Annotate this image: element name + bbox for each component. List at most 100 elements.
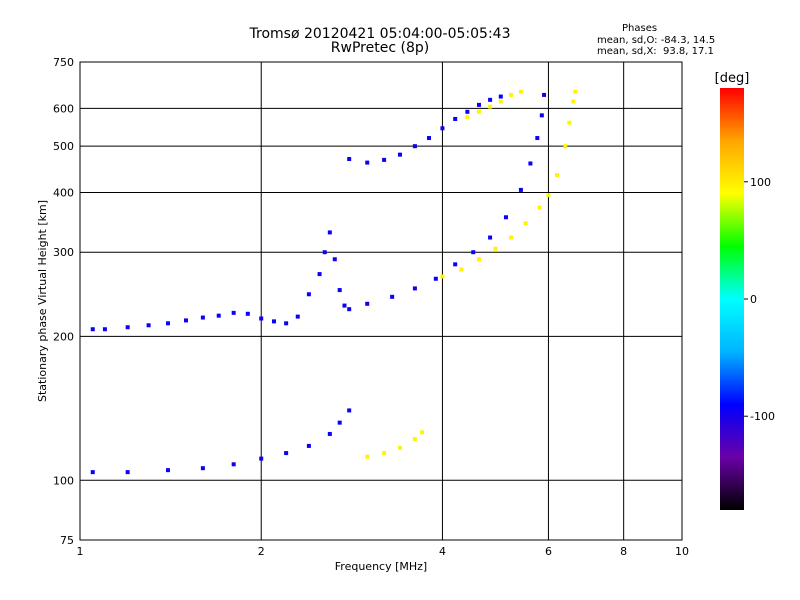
data-point bbox=[571, 99, 576, 104]
data-point bbox=[382, 157, 387, 162]
x-axis-label: Frequency [MHz] bbox=[335, 560, 427, 573]
y-axis: 75 100 200 300 400 500 600 750 bbox=[53, 56, 74, 547]
data-point bbox=[146, 323, 151, 328]
data-point bbox=[337, 288, 342, 293]
data-point bbox=[528, 161, 533, 166]
data-point bbox=[397, 445, 402, 450]
data-point bbox=[216, 313, 221, 318]
data-point bbox=[537, 205, 542, 210]
data-point bbox=[563, 144, 568, 149]
x-tick-label: 4 bbox=[439, 545, 446, 558]
y-tick-label: 100 bbox=[53, 474, 74, 487]
y-tick-label: 600 bbox=[53, 102, 74, 115]
data-point bbox=[231, 310, 236, 315]
data-point bbox=[509, 235, 514, 240]
colorbar-tick-label: 100 bbox=[750, 176, 771, 189]
data-point bbox=[306, 292, 311, 297]
data-point bbox=[90, 470, 95, 475]
data-point bbox=[412, 436, 417, 441]
phases-title: Phases bbox=[622, 23, 658, 34]
data-point bbox=[342, 303, 347, 308]
data-point bbox=[245, 311, 250, 316]
data-points bbox=[90, 89, 578, 475]
data-point bbox=[546, 193, 551, 198]
data-point bbox=[365, 301, 370, 306]
data-point bbox=[347, 408, 352, 413]
x-axis: 1 2 4 6 8 10 bbox=[77, 545, 690, 558]
data-point bbox=[306, 443, 311, 448]
data-point bbox=[535, 136, 540, 141]
phases-o-stats: mean, sd,O: -84.3, 14.5 bbox=[597, 35, 716, 46]
data-point bbox=[555, 173, 560, 178]
data-point bbox=[433, 276, 438, 281]
y-axis-label: Stationary phase Virtual Height [km] bbox=[36, 200, 49, 402]
data-point bbox=[165, 468, 170, 473]
data-point bbox=[465, 109, 470, 114]
data-point bbox=[427, 136, 432, 141]
data-point bbox=[518, 89, 523, 94]
y-tick-label: 500 bbox=[53, 140, 74, 153]
colorbar-label: [deg] bbox=[715, 71, 750, 86]
data-point bbox=[284, 451, 289, 456]
data-point bbox=[488, 104, 493, 109]
x-tick-label: 1 bbox=[77, 545, 84, 558]
data-point bbox=[271, 319, 276, 324]
y-tick-label: 750 bbox=[53, 56, 74, 69]
data-point bbox=[440, 126, 445, 131]
data-point bbox=[165, 321, 170, 326]
y-tick-label: 200 bbox=[53, 330, 74, 343]
data-point bbox=[493, 246, 498, 251]
data-point bbox=[337, 420, 342, 425]
x-tick-label: 8 bbox=[620, 545, 627, 558]
data-point bbox=[465, 115, 470, 120]
data-point bbox=[295, 314, 300, 319]
data-point bbox=[327, 230, 332, 235]
x-tick-label: 6 bbox=[545, 545, 552, 558]
data-point bbox=[412, 144, 417, 149]
colorbar-tick-label: -100 bbox=[750, 410, 775, 423]
data-point bbox=[390, 294, 395, 299]
chart-subtitle: RwPretec (8p) bbox=[330, 40, 430, 56]
data-point bbox=[317, 272, 322, 277]
data-point bbox=[259, 456, 264, 461]
data-point bbox=[542, 92, 547, 97]
data-point bbox=[453, 262, 458, 267]
data-point bbox=[200, 466, 205, 471]
data-point bbox=[365, 454, 370, 459]
x-tick-label: 10 bbox=[675, 545, 689, 558]
data-point bbox=[259, 316, 264, 321]
colorbar-ticks: 100 0 -100 bbox=[744, 176, 775, 423]
data-point bbox=[365, 160, 370, 165]
data-point bbox=[488, 235, 493, 240]
data-point bbox=[440, 274, 445, 279]
data-point bbox=[459, 267, 464, 272]
data-point bbox=[567, 120, 572, 125]
data-point bbox=[332, 257, 337, 262]
data-point bbox=[471, 250, 476, 255]
data-point bbox=[476, 102, 481, 107]
data-point bbox=[327, 431, 332, 436]
data-point bbox=[498, 99, 503, 104]
y-tick-label: 400 bbox=[53, 186, 74, 199]
data-point bbox=[231, 462, 236, 467]
data-point bbox=[523, 221, 528, 226]
data-point bbox=[184, 318, 189, 323]
colorbar-tick-label: 0 bbox=[750, 293, 757, 306]
data-point bbox=[347, 307, 352, 312]
colorbar bbox=[720, 88, 744, 510]
data-point bbox=[453, 116, 458, 121]
data-point bbox=[518, 187, 523, 192]
phases-x-stats: mean, sd,X: 93.8, 17.1 bbox=[597, 46, 714, 57]
data-point bbox=[347, 157, 352, 162]
grid bbox=[80, 62, 682, 540]
data-point bbox=[476, 257, 481, 262]
data-point bbox=[382, 451, 387, 456]
data-point bbox=[125, 470, 130, 475]
x-tick-label: 2 bbox=[258, 545, 265, 558]
plot-frame bbox=[79, 61, 683, 541]
data-point bbox=[397, 152, 402, 157]
data-point bbox=[476, 109, 481, 114]
data-point bbox=[90, 327, 95, 332]
data-point bbox=[498, 94, 503, 99]
